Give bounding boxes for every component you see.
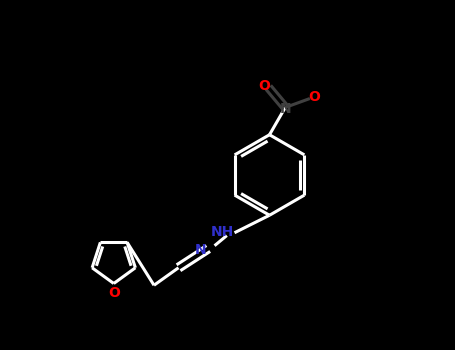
- Text: NH: NH: [211, 225, 234, 239]
- Text: N: N: [280, 102, 292, 116]
- Text: O: O: [308, 90, 320, 104]
- Text: N: N: [195, 243, 207, 257]
- Text: O: O: [258, 79, 270, 93]
- Text: O: O: [108, 286, 120, 300]
